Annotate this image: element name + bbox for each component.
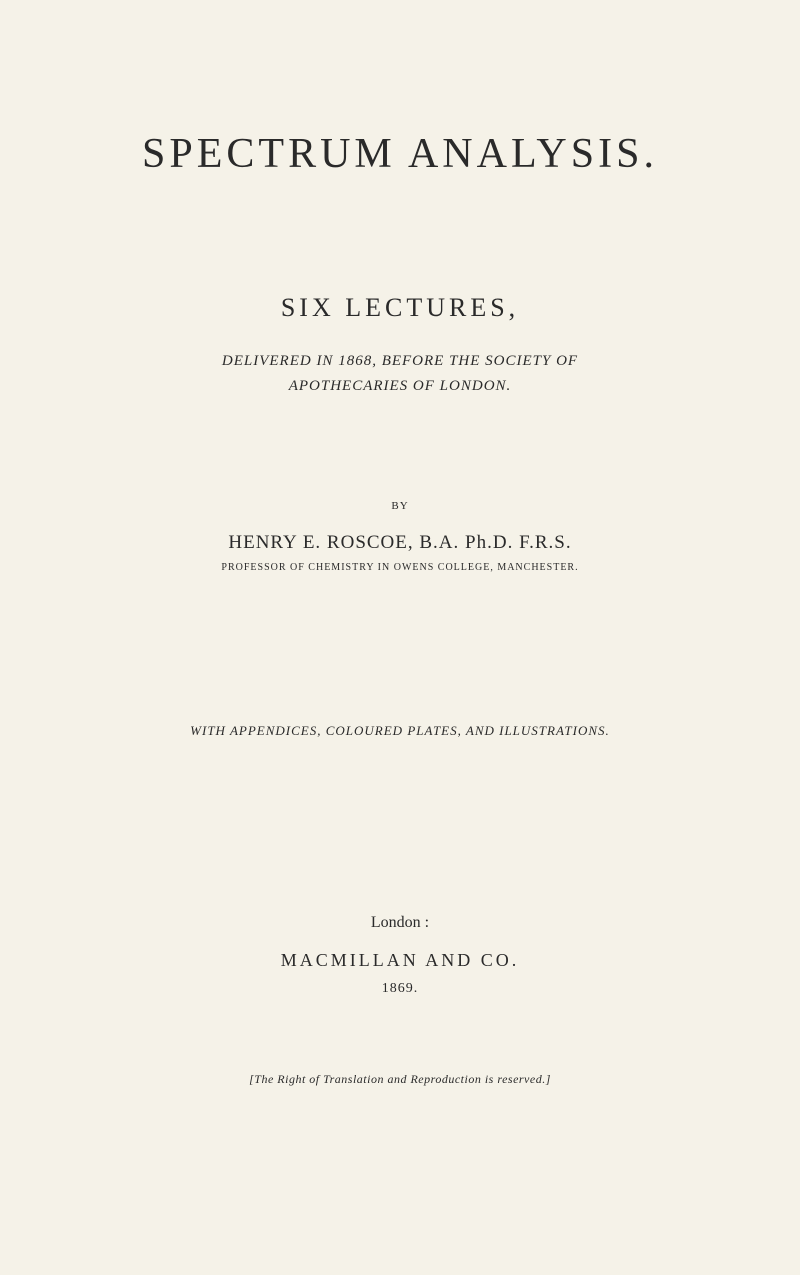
imprint-city: London : [371, 914, 429, 932]
by-label: BY [391, 500, 408, 512]
title-page: SPECTRUM ANALYSIS. SIX LECTURES, DELIVER… [80, 60, 720, 1235]
rights-notice: [The Right of Translation and Reproducti… [249, 1072, 551, 1087]
delivered-text: DELIVERED IN 1868, BEFORE THE SOCIETY OF [222, 353, 578, 370]
subtitle: SIX LECTURES, [281, 293, 519, 323]
imprint-year: 1869. [382, 981, 419, 997]
contents-description: WITH APPENDICES, COLOURED PLATES, AND IL… [190, 723, 610, 739]
author-position: PROFESSOR OF CHEMISTRY IN OWENS COLLEGE,… [221, 562, 578, 573]
author-name: HENRY E. ROSCOE, B.A. Ph.D. F.R.S. [228, 532, 571, 554]
main-title: SPECTRUM ANALYSIS. [142, 130, 658, 178]
apothecaries-text: APOTHECARIES OF LONDON. [289, 378, 512, 395]
imprint-publisher: MACMILLAN AND CO. [281, 950, 520, 971]
